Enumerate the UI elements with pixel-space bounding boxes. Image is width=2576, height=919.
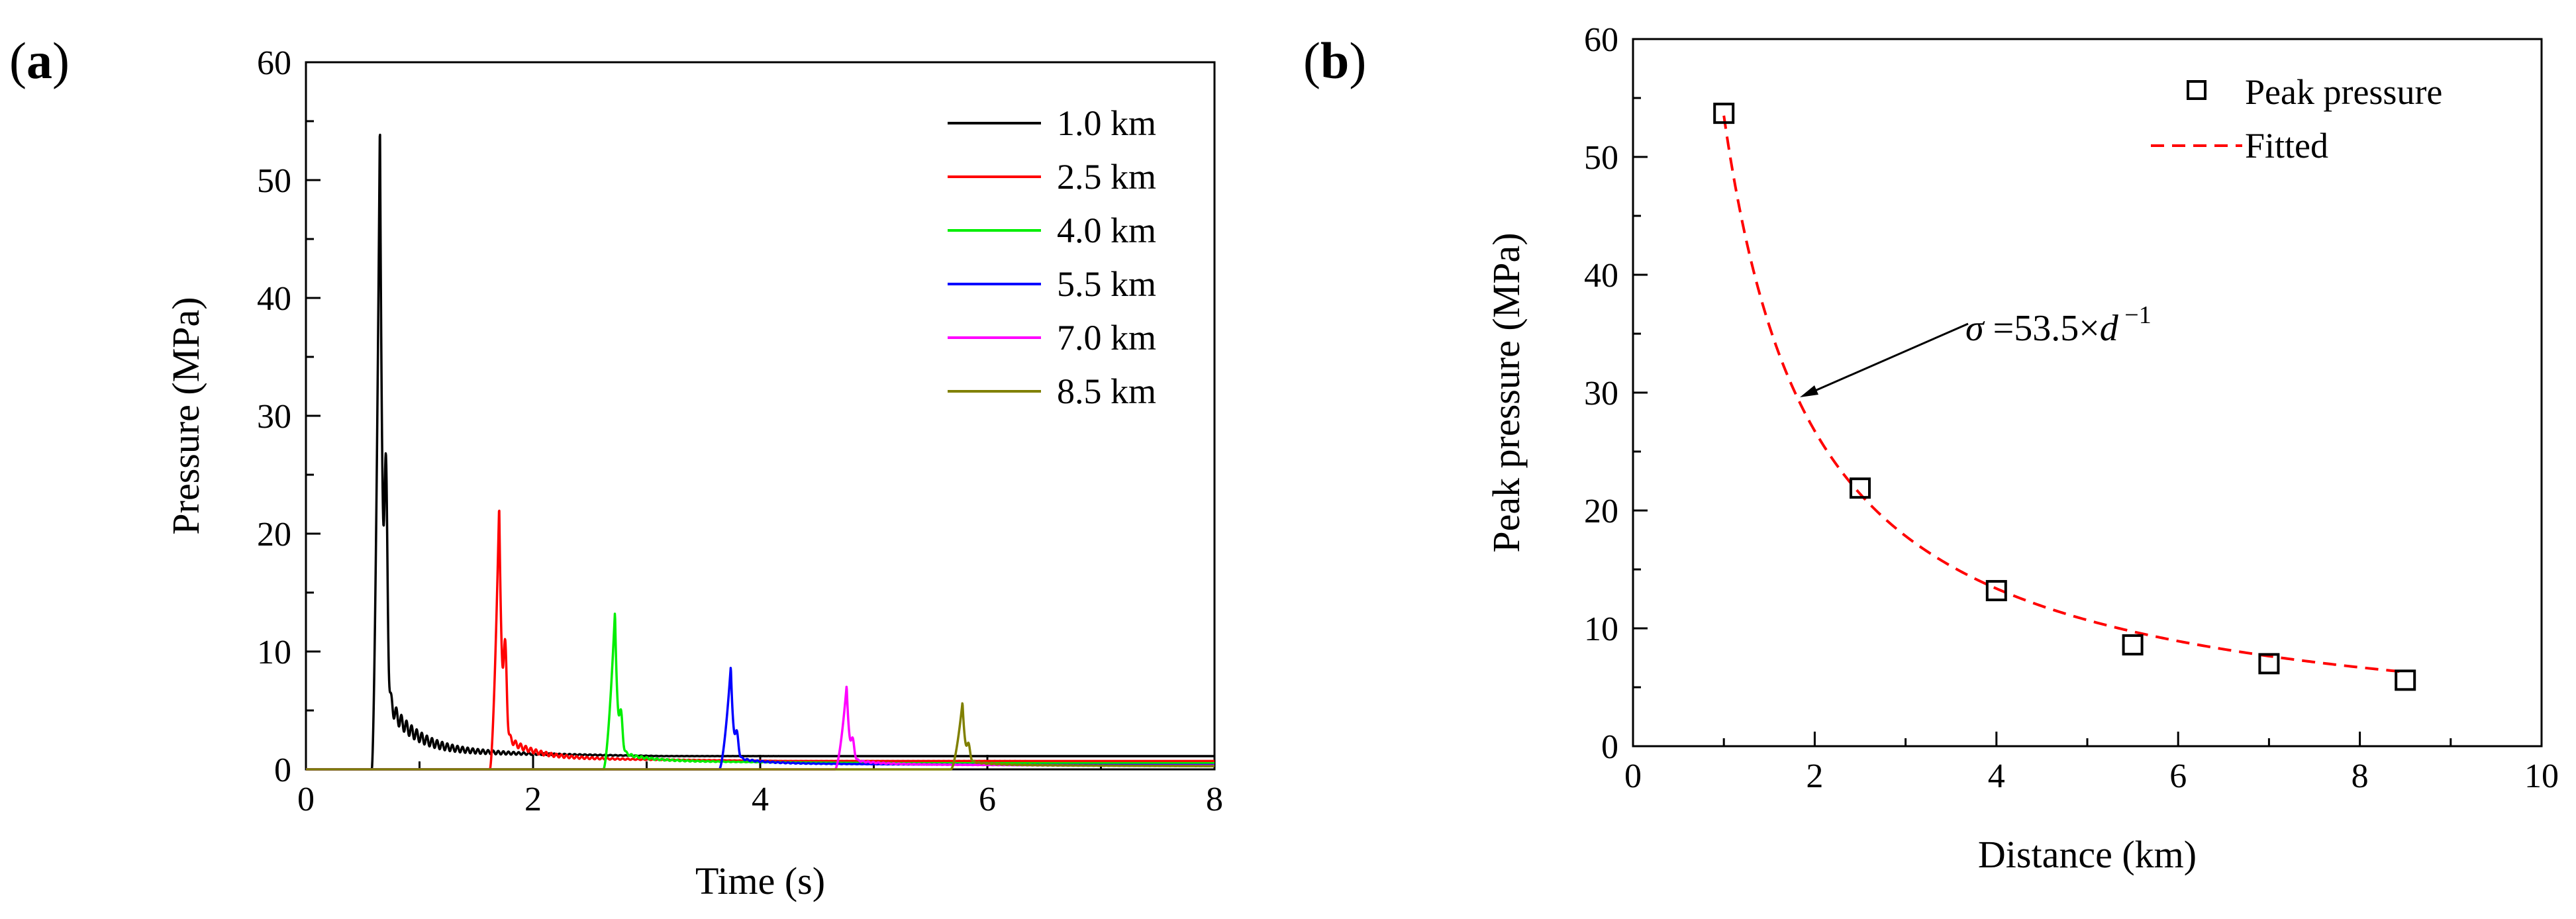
y-tick-label: 50: [257, 162, 291, 200]
series-line-2-5-km: [305, 509, 1216, 771]
series-line-1-0-km: [305, 133, 1216, 771]
legend-label-fitted: Fitted: [2245, 126, 2328, 166]
y-tick-label: 30: [257, 398, 291, 436]
legend-label-a: 2.5 km: [1057, 157, 1156, 197]
data-point: [1985, 580, 2007, 602]
x-tick-label: 6: [979, 781, 996, 818]
legend-marker-peak-pressure: [2187, 80, 2206, 100]
y-tick-label: 40: [1584, 257, 1618, 295]
legend-label-a: 5.5 km: [1057, 264, 1156, 304]
x-tick-label: 6: [2169, 757, 2187, 795]
data-point: [1850, 477, 1871, 499]
plot-frame-b: [1632, 38, 2543, 748]
legend-label-a: 4.0 km: [1057, 211, 1156, 250]
legend-label-peak-pressure: Peak pressure: [2245, 72, 2442, 112]
legend-a: 1.0 km 2.5 km 4.0 km 5.5 km 7.0 km 8.5 km: [948, 103, 1156, 411]
legend-label-a: 8.5 km: [1057, 371, 1156, 411]
x-tick-label: 8: [1206, 781, 1223, 818]
series-line-5-5-km: [305, 667, 1216, 771]
fit-annotation: σ =53.5×d −1: [1800, 301, 2152, 397]
x-axis-title-b: Distance (km): [1978, 833, 2197, 876]
x-tick-label: 2: [1806, 757, 1823, 795]
x-tick-label: 4: [752, 781, 769, 818]
x-axis-title-a: Time (s): [695, 859, 825, 902]
y-axis-title-a: Pressure (MPa): [164, 297, 207, 534]
annotation-arrowhead: [1800, 385, 1818, 397]
chart-b: 0 2 4 6 8 10 0 10 20 30 40 50 60 Peak pressure Fitte…: [1485, 21, 2559, 876]
y-tick-label: 20: [1584, 493, 1618, 530]
y-tick-label: 10: [1584, 610, 1618, 648]
legend-label-a: 1.0 km: [1057, 103, 1156, 143]
y-tick-label: 60: [1584, 21, 1618, 59]
panel-label-b: (b): [1303, 32, 1366, 89]
y-tick-label: 40: [257, 280, 291, 318]
y-tick-label: 30: [1584, 375, 1618, 412]
annotation-arrow: [1804, 322, 1969, 397]
x-tick-label: 0: [297, 781, 315, 818]
data-point: [2395, 669, 2416, 691]
y-tick-label: 60: [257, 44, 291, 82]
fitted-curve: [1722, 115, 2406, 673]
series-line-4-0-km: [305, 612, 1216, 771]
y-tick-label: 10: [257, 634, 291, 671]
y-tick-label: 50: [1584, 139, 1618, 177]
x-tick-label: 8: [2352, 757, 2369, 795]
x-tick-label: 0: [1624, 757, 1642, 795]
y-tick-label: 20: [257, 516, 291, 554]
y-tick-label: 0: [1601, 728, 1618, 766]
legend-label-a: 7.0 km: [1057, 318, 1156, 358]
legend-b: Peak pressure Fitted: [2151, 72, 2442, 166]
x-tick-label: 10: [2524, 757, 2559, 795]
chart-a: 0 2 4 6 8 0 10 20 30 40 50 60 1.0 km 2.5 km 4.0 km 5.5…: [164, 44, 1223, 902]
data-point: [1713, 103, 1735, 124]
annotation-equation: σ =53.5×d −1: [1965, 301, 2152, 349]
data-point: [2258, 653, 2280, 675]
x-tick-label: 4: [1988, 757, 2005, 795]
series-line-8-5-km: [305, 702, 1216, 771]
y-tick-label: 0: [274, 751, 291, 789]
y-axis-title-b: Peak pressure (MPa): [1485, 232, 1528, 552]
x-tick-label: 2: [524, 781, 542, 818]
data-point: [2122, 634, 2144, 655]
panel-label-a: (a): [9, 32, 70, 89]
